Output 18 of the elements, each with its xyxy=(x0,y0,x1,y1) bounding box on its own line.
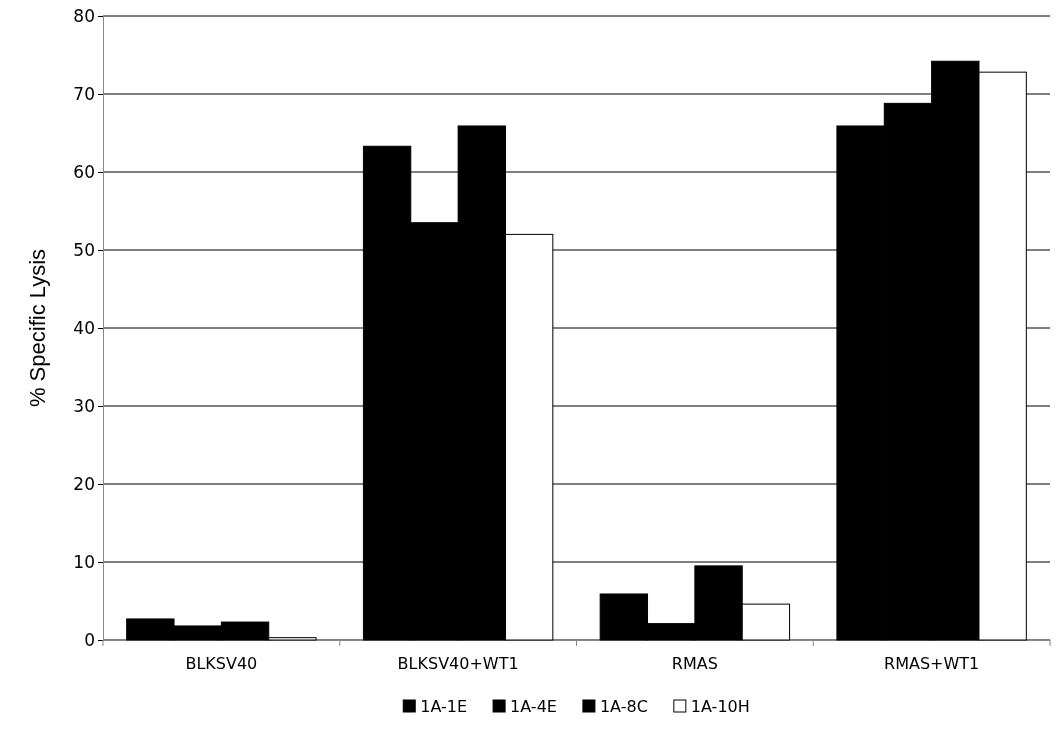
y-tick-label: 80 xyxy=(73,5,95,26)
y-tick-label: 0 xyxy=(84,629,95,650)
y-tick-label: 10 xyxy=(73,551,95,572)
y-axis-title: % Specific Lysis xyxy=(25,248,50,408)
x-tick-label: RMAS xyxy=(671,654,718,674)
y-tick-label: 20 xyxy=(73,473,95,494)
legend-label: 1A-4E xyxy=(510,697,557,716)
x-tick-label: BLKSV40+WT1 xyxy=(397,654,519,674)
legend-label: 1A-10H xyxy=(690,697,750,716)
legend-label: 1A-1E xyxy=(420,697,468,716)
x-tick-label: RMAS+WT1 xyxy=(884,654,980,674)
legend-label: 1A-8C xyxy=(599,697,648,716)
y-tick-label: 40 xyxy=(73,317,95,338)
y-tick-label: 50 xyxy=(73,239,95,260)
x-tick-label: BLKSV40 xyxy=(185,654,258,674)
y-tick-label: 30 xyxy=(73,395,95,416)
y-tick-label: 60 xyxy=(73,161,95,182)
y-tick-label: 70 xyxy=(73,83,95,104)
